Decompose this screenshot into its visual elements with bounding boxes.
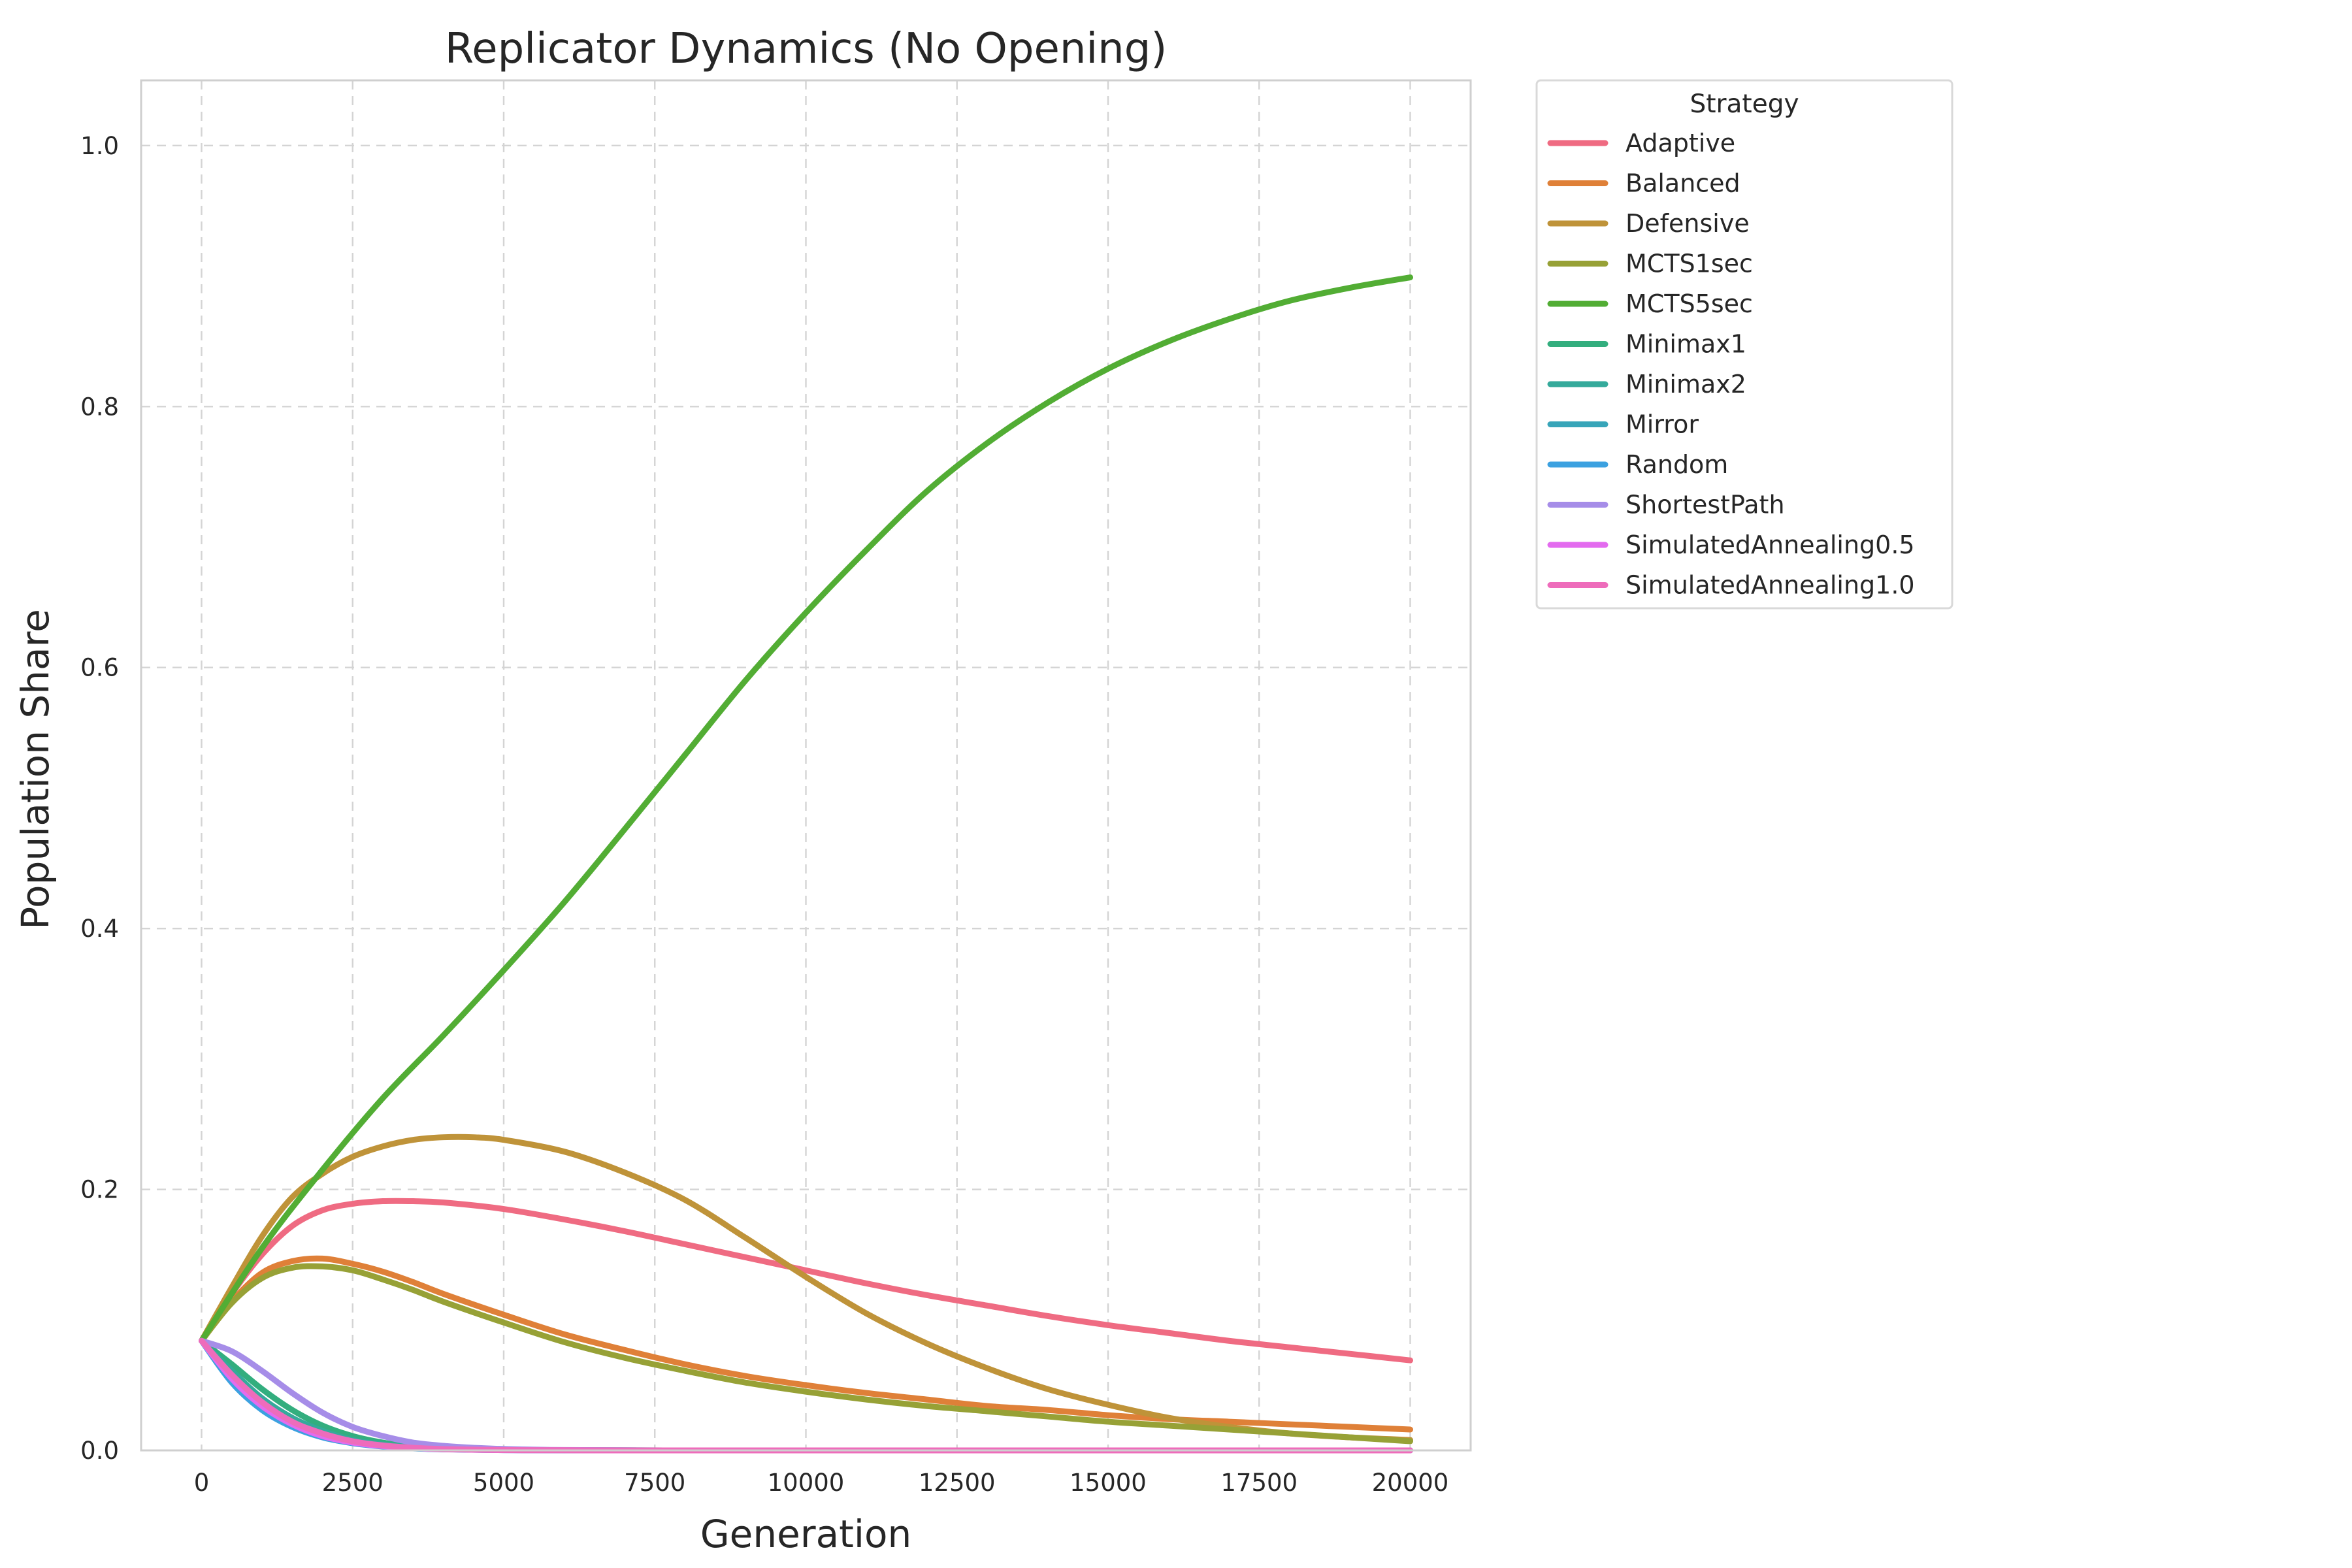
legend-label-random: Random (1625, 450, 1728, 479)
series-line-mcts5sec (199, 274, 1413, 1344)
legend-label-shortestpath: ShortestPath (1625, 491, 1785, 519)
grid-layer (141, 80, 1471, 1452)
x-tick-label: 12500 (919, 1469, 996, 1497)
legend-items: Adaptive Balanced Defensive MCTS1sec MCTS5se… (1547, 129, 1915, 600)
series-layer (199, 274, 1413, 1454)
series-line-defensive (199, 1134, 1413, 1443)
legend-label-mirror: Mirror (1625, 410, 1699, 439)
legend-label-minimax1: Minimax1 (1625, 330, 1746, 359)
chart-title: Replicator Dynamics (No Opening) (445, 25, 1168, 73)
legend-label-simulatedannealing1-0: SimulatedAnnealing1.0 (1625, 571, 1915, 600)
y-tick-label: 0.2 (80, 1176, 119, 1204)
legend-box (1535, 79, 1953, 610)
legend-label-mcts5sec: MCTS5sec (1625, 289, 1753, 318)
legend-label-minimax2: Minimax2 (1625, 370, 1746, 399)
plot-frame (140, 79, 1472, 1452)
legend-label-adaptive: Adaptive (1625, 129, 1735, 157)
x-tick-label: 20000 (1372, 1469, 1449, 1497)
y-axis-title: Population Share (13, 609, 57, 930)
legend-label-balanced: Balanced (1625, 169, 1740, 198)
x-tick-label: 10000 (768, 1469, 845, 1497)
x-tick-label: 2500 (322, 1469, 384, 1497)
y-tick-label: 1.0 (80, 132, 119, 160)
x-tick-label: 17500 (1220, 1469, 1298, 1497)
y-tick-label: 0.0 (80, 1437, 119, 1465)
y-tick-label: 0.6 (80, 654, 119, 682)
x-tick-label: 0 (194, 1469, 210, 1497)
legend: Strategy Adaptive Balanced Defensive MCTS1s… (1535, 79, 1953, 610)
legend-label-mcts1sec: MCTS1sec (1625, 250, 1753, 278)
x-tick-label: 5000 (473, 1469, 534, 1497)
legend-label-defensive: Defensive (1625, 209, 1750, 238)
series-line-mcts1sec (199, 1263, 1413, 1445)
legend-label-simulatedannealing0-5: SimulatedAnnealing0.5 (1625, 531, 1915, 559)
series-line-adaptive (199, 1198, 1413, 1364)
tick-layer: 0 2500 5000 7500 10000 12500 15000 17500 20000 0.… (80, 132, 1448, 1497)
y-tick-label: 0.4 (80, 915, 119, 943)
x-tick-label: 7500 (624, 1469, 685, 1497)
y-tick-label: 0.8 (80, 393, 119, 421)
legend-title: Strategy (1690, 90, 1799, 119)
x-tick-label: 15000 (1070, 1469, 1147, 1497)
x-axis-title: Generation (700, 1512, 912, 1556)
